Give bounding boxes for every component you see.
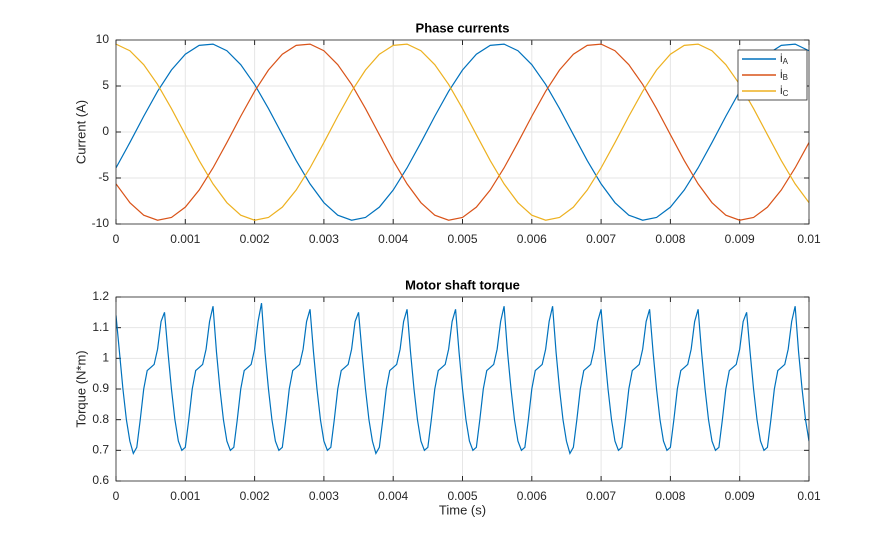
x-tick-label: 0.001 [170, 489, 200, 503]
y-tick-label: 1.2 [92, 289, 109, 303]
x-tick-label: 0.007 [586, 232, 616, 246]
x-tick-label: 0.006 [517, 232, 547, 246]
chart-title: Phase currents [416, 20, 510, 35]
x-tick-label: 0.002 [240, 489, 270, 503]
x-tick-label: 0.008 [655, 489, 685, 503]
x-tick-label: 0.009 [725, 232, 755, 246]
y-axis-label: Torque (N*m) [73, 350, 88, 427]
chart-title: Motor shaft torque [405, 277, 520, 292]
x-tick-label: 0.005 [447, 232, 477, 246]
x-tick-label: 0.001 [170, 232, 200, 246]
y-tick-label: 10 [96, 32, 110, 46]
x-tick-label: 0.003 [309, 232, 339, 246]
x-tick-label: 0.01 [797, 232, 821, 246]
data-line [116, 43, 809, 221]
y-tick-label: 1.1 [92, 320, 109, 334]
x-axis-label: Time (s) [439, 502, 486, 517]
legend-label: iA [780, 51, 789, 66]
axes-box [115, 296, 810, 482]
x-tick-label: 0.009 [725, 489, 755, 503]
y-tick-label: 0 [102, 124, 109, 138]
data-line [116, 303, 809, 455]
legend-label: iB [780, 67, 788, 82]
y-tick-label: 0.6 [92, 473, 109, 487]
y-tick-label: 0.7 [92, 443, 109, 457]
x-tick-label: 0.008 [655, 232, 685, 246]
y-tick-label: 5 [102, 78, 109, 92]
x-tick-label: 0.003 [309, 489, 339, 503]
x-tick-label: 0 [113, 232, 120, 246]
legend-label: iC [780, 83, 789, 98]
x-tick-label: 0.004 [378, 232, 408, 246]
y-tick-label: 1 [102, 351, 109, 365]
legend-subscript: C [783, 89, 789, 98]
axes-box [115, 39, 810, 225]
x-tick-label: 0.002 [240, 232, 270, 246]
data-line [116, 43, 809, 221]
x-tick-label: 0.01 [797, 489, 821, 503]
y-tick-label: 0.9 [92, 381, 109, 395]
x-tick-label: 0.004 [378, 489, 408, 503]
legend-subscript: B [783, 73, 788, 82]
y-tick-label: 0.8 [92, 412, 109, 426]
x-tick-label: 0.007 [586, 489, 616, 503]
y-tick-label: -5 [98, 170, 109, 184]
y-axis-label: Current (A) [73, 100, 88, 164]
legend-subscript: A [783, 57, 789, 66]
x-tick-label: 0.005 [447, 489, 477, 503]
x-tick-label: 0.006 [517, 489, 547, 503]
x-tick-label: 0 [113, 489, 120, 503]
y-tick-label: -10 [92, 216, 110, 230]
